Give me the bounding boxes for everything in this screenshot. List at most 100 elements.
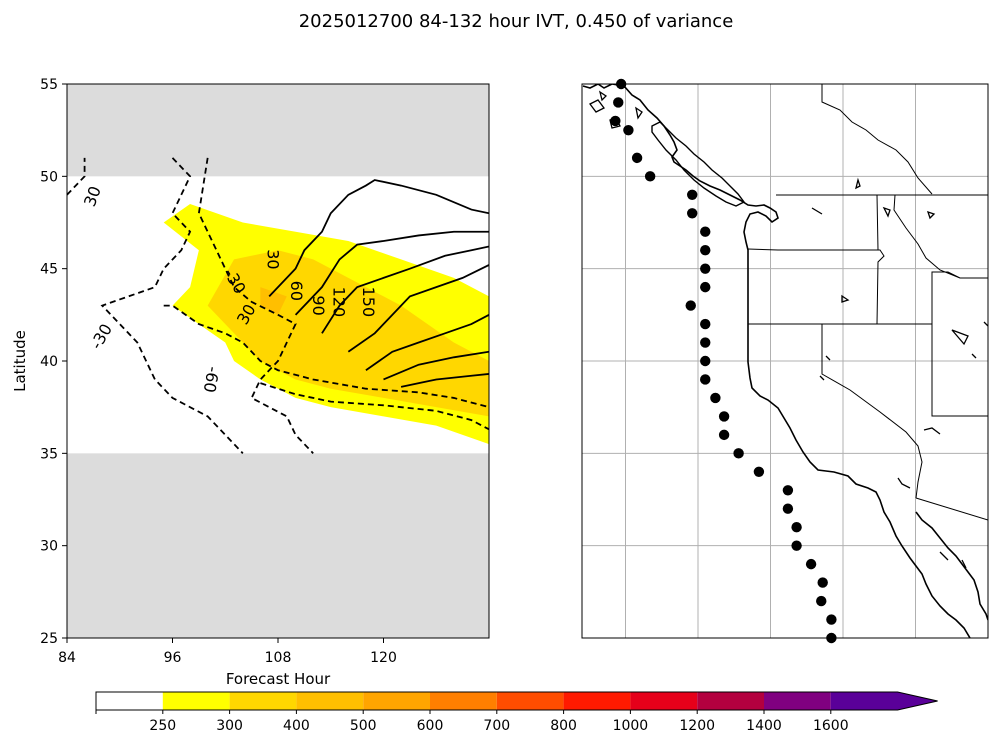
station-marker-9 [700, 245, 711, 256]
contour-label-9: 150 [359, 287, 378, 318]
station-marker-4 [631, 152, 643, 164]
colorbar-cell-4 [363, 692, 430, 710]
y-ticks: 25 30 35 40 45 50 55 [40, 77, 67, 647]
contour-line-11 [400, 373, 489, 388]
station-marker-7 [687, 208, 698, 219]
colorbar-tick-label-5: 700 [483, 718, 510, 734]
colorbar-tick-label-0: 250 [149, 718, 176, 734]
contour-line-7 [321, 245, 489, 334]
colorbar-cell-0 [96, 692, 163, 710]
station-marker-17 [710, 392, 721, 404]
contour-line-0 [67, 157, 86, 196]
x-tick-label-0: 84 [58, 650, 76, 666]
station-marker-23 [782, 503, 794, 514]
contour-label-8: 120 [329, 287, 348, 318]
x-tick-label-1: 96 [164, 650, 182, 666]
station-marker-20 [733, 448, 744, 459]
contour-label-6: 60 [287, 281, 306, 301]
contour-line-8 [347, 264, 489, 353]
x-axis-label: Forecast Hour [226, 670, 331, 688]
y-tick-label-0: 25 [40, 631, 58, 647]
colorbar-cell-3 [296, 692, 364, 710]
figure-title: 2025012700 84-132 hour IVT, 0.450 of var… [299, 11, 734, 32]
colorbar-cell-10 [764, 692, 831, 710]
colorbar-tick-label-8: 1200 [679, 718, 715, 734]
colorbar-extend-arrow [830, 692, 938, 710]
contour-line-3 [163, 304, 489, 409]
y-tick-label-5: 50 [40, 169, 58, 185]
colorbar-cell-7 [563, 692, 631, 710]
colorbar-tick-label-7: 1000 [613, 718, 649, 734]
colorbar-cell-2 [229, 692, 297, 710]
station-marker-5 [644, 171, 656, 182]
state-borders [747, 84, 988, 521]
masked-region-1 [67, 84, 489, 177]
colorbar-tick-label-10: 1600 [813, 718, 849, 734]
ivt-fill-300-400 [207, 250, 489, 417]
y-tick-label-2: 35 [40, 446, 58, 462]
colorbar: 250 300 400 500 600 700 800 1000 1200 1400 1600 [95, 691, 938, 734]
colorbar-outline [95, 691, 938, 711]
x-tick-label-3: 120 [370, 650, 397, 666]
contour-line-9 [365, 314, 489, 371]
station-marker-8 [700, 226, 711, 237]
station-marker-26 [805, 558, 817, 570]
baja-east-coast [915, 511, 988, 621]
station-marker-2 [610, 115, 621, 127]
colorbar-tick-label-1: 300 [216, 718, 243, 734]
colorbar-tick-label-3: 500 [350, 718, 377, 734]
station-marker-18 [718, 411, 730, 422]
colorbar-tick-label-4: 600 [417, 718, 444, 734]
contour-line-10 [383, 350, 489, 381]
contour-label-4: -60 [200, 365, 223, 394]
y-axis-label: Latitude [11, 330, 29, 392]
contour-line-1 [100, 157, 244, 454]
station-marker-14 [700, 337, 711, 348]
station-marker-25 [791, 540, 802, 551]
map-gridlines [582, 84, 988, 638]
station-marker-28 [816, 595, 827, 607]
colorbar-cell-8 [630, 692, 698, 710]
station-marker-16 [700, 374, 711, 385]
y-tick-label-4: 45 [40, 262, 58, 278]
station-marker-13 [700, 318, 711, 330]
contour-line-2 [197, 157, 314, 454]
station-marker-11 [700, 281, 711, 293]
colorbar-cells [95, 691, 938, 711]
contour-line-4 [260, 382, 489, 431]
colorbar-cell-6 [496, 692, 564, 710]
station-map-panel [581, 78, 989, 644]
station-marker-29 [826, 614, 837, 625]
colorbar-ticks: 250 300 400 500 600 700 800 1000 1200 1400 1600 [95, 710, 849, 734]
variance-contours [67, 157, 489, 454]
y-tick-label-3: 40 [40, 354, 58, 370]
map-frame [581, 83, 989, 639]
lakes [811, 177, 988, 569]
x-tick-label-2: 108 [265, 650, 292, 666]
station-marker-12 [685, 300, 696, 311]
y-tick-label-1: 30 [40, 539, 58, 555]
colorbar-tick-label-9: 1400 [746, 718, 782, 734]
coastline [582, 84, 971, 638]
colorbar-cell-5 [430, 692, 497, 710]
station-marker-22 [782, 485, 794, 496]
colorbar-cell-9 [697, 692, 764, 710]
x-ticks: 84 96 108 120 [58, 638, 397, 666]
masked-regions [67, 84, 489, 638]
station-marker-21 [753, 466, 765, 477]
station-marker-24 [791, 522, 802, 533]
contour-label-5: 30 [263, 249, 282, 269]
colorbar-tick-label-6: 800 [550, 718, 577, 734]
coastline-and-borders [582, 84, 988, 638]
contour-label-7: 90 [309, 295, 328, 315]
contour-line-5 [268, 179, 489, 297]
colorbar-tick-label-2: 400 [283, 718, 310, 734]
ivt-fill-400-500 [260, 287, 287, 315]
station-marker-3 [623, 124, 634, 136]
station-marker-15 [700, 355, 711, 367]
y-tick-label-6: 55 [40, 77, 58, 93]
station-marker-19 [718, 429, 730, 441]
colorbar-cell-1 [162, 692, 230, 710]
